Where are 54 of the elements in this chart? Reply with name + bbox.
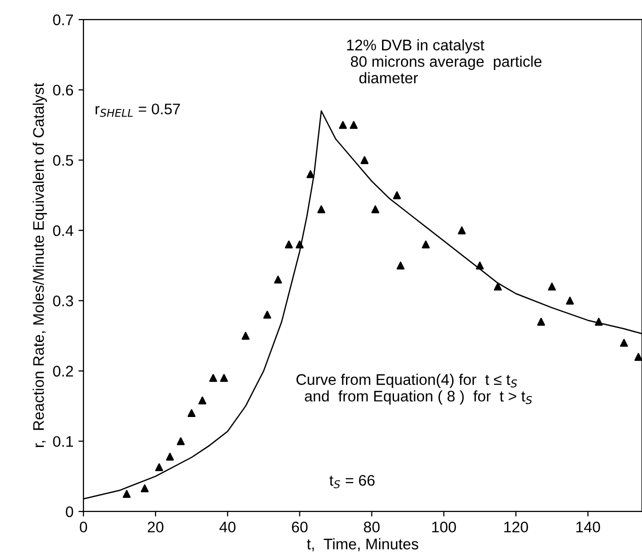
x-tick-label: 40 bbox=[219, 522, 236, 532]
point bbox=[122, 490, 131, 498]
point bbox=[360, 156, 368, 164]
point bbox=[566, 296, 574, 305]
x-tick-label: 140 bbox=[576, 522, 600, 532]
y-tick-label: 0.1 bbox=[53, 436, 73, 447]
point bbox=[274, 276, 282, 284]
x-axis-title: t, Time, Minutes bbox=[306, 538, 418, 552]
point bbox=[476, 262, 484, 270]
point bbox=[422, 240, 430, 248]
annotation: t$_{S}$ = 66 bbox=[329, 474, 375, 488]
point bbox=[594, 318, 603, 326]
point bbox=[393, 191, 401, 200]
point bbox=[166, 452, 174, 461]
point bbox=[263, 310, 272, 319]
x-tick-label: 60 bbox=[292, 522, 308, 532]
y-tick-label: 0.7 bbox=[53, 14, 73, 26]
point bbox=[155, 463, 164, 472]
x-tick-label: 80 bbox=[364, 522, 380, 532]
point bbox=[140, 484, 149, 492]
point bbox=[209, 374, 218, 382]
point bbox=[176, 437, 185, 446]
point bbox=[317, 205, 326, 214]
y-axis-title: r, Reaction Rate, Moles/Minute Equivalent of Catalyst bbox=[32, 83, 47, 448]
y-tick-label: 0.4 bbox=[53, 225, 74, 236]
x-tick-label: 100 bbox=[432, 522, 456, 532]
point bbox=[338, 121, 347, 129]
annotation: r$_{SHELL}$ = 0.57 bbox=[96, 104, 180, 117]
point bbox=[188, 409, 196, 418]
y-tick-label: 0.6 bbox=[53, 84, 74, 96]
point bbox=[296, 240, 304, 248]
point bbox=[537, 318, 546, 326]
x-tick-label: 20 bbox=[148, 522, 164, 532]
point bbox=[284, 240, 293, 248]
y-tick-label: 0.2 bbox=[53, 366, 73, 377]
point bbox=[620, 338, 628, 347]
point bbox=[458, 226, 466, 234]
point bbox=[548, 282, 556, 291]
point bbox=[220, 374, 228, 382]
x-tick-label: 0 bbox=[80, 522, 88, 532]
y-tick-label: 0.3 bbox=[53, 296, 74, 306]
point bbox=[634, 352, 642, 361]
point bbox=[396, 262, 405, 270]
point bbox=[371, 205, 380, 214]
point bbox=[494, 282, 502, 291]
y-tick-label: 0.5 bbox=[53, 154, 74, 166]
annotation: Curve from Equation(4) for t ≤ t$_{S}$ and from Equation ( 8 ) for t > t$_{S}$ bbox=[296, 374, 532, 405]
point bbox=[350, 121, 358, 129]
y-tick-label: 0 bbox=[66, 506, 74, 518]
x-tick-label: 120 bbox=[504, 522, 528, 532]
point bbox=[242, 332, 250, 340]
point bbox=[306, 170, 314, 178]
point bbox=[198, 396, 206, 404]
annotation: 12% DVB in catalyst 80 microns average particle diameter bbox=[347, 39, 542, 84]
